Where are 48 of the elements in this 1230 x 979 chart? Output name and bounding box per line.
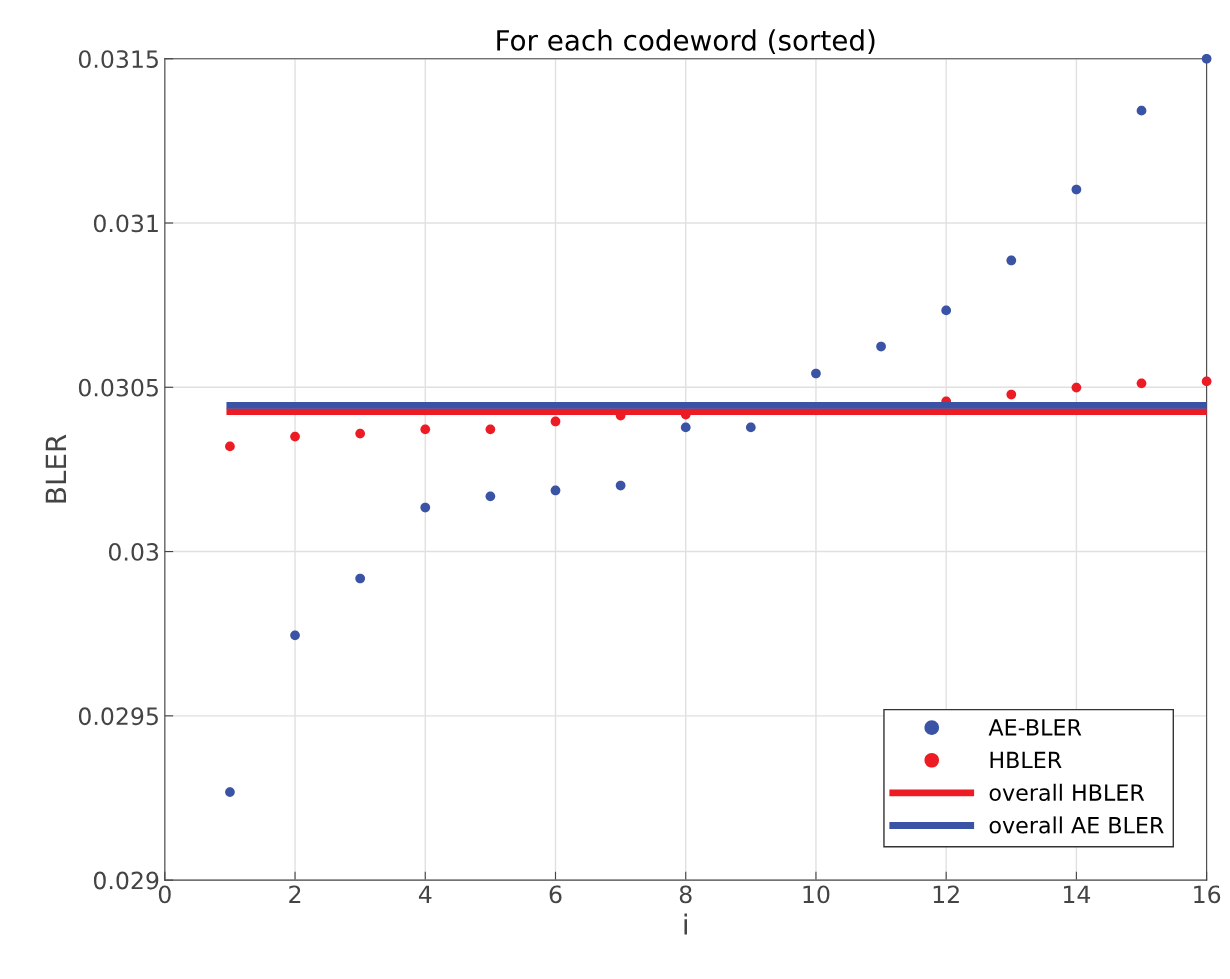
point — [876, 341, 886, 352]
point — [290, 630, 300, 641]
legend-label: overall HBLER — [989, 783, 1145, 801]
point — [1071, 184, 1082, 195]
y-tick-label: 0.031 — [93, 214, 158, 233]
y-tick-label: 0.029 — [93, 871, 159, 890]
x-tick-label: 16 — [1194, 885, 1221, 904]
legend-label: overall AE BLER — [989, 816, 1164, 834]
point — [745, 422, 756, 433]
y-axis-title: BLER — [45, 434, 67, 503]
point — [420, 424, 431, 435]
point — [485, 424, 496, 435]
point — [225, 441, 235, 452]
point — [1071, 382, 1082, 393]
point — [811, 368, 821, 379]
x-tick-label: 2 — [289, 885, 301, 903]
y-tick-label: 0.03 — [108, 543, 159, 561]
y-tick-label: 0.0295 — [78, 707, 158, 726]
point — [420, 502, 431, 513]
point — [485, 491, 496, 502]
point — [941, 305, 952, 316]
x-tick-label: 12 — [933, 885, 959, 903]
x-axis-title: i — [684, 913, 687, 935]
y-tick-label: 0.0305 — [78, 378, 158, 397]
y-tick-label: 0.0315 — [78, 50, 158, 69]
x-tick-label: 0 — [158, 885, 171, 904]
point — [1006, 255, 1017, 266]
x-tick-label: 6 — [549, 885, 562, 904]
x-tick-label: 8 — [679, 885, 692, 904]
x-tick-label: 14 — [1063, 885, 1091, 903]
legend-label: HBLER — [990, 751, 1062, 769]
point — [1201, 376, 1212, 387]
point — [1006, 389, 1017, 400]
x-tick-label: 10 — [803, 885, 830, 904]
point — [1136, 105, 1147, 116]
point — [225, 787, 235, 797]
point — [615, 480, 626, 491]
point — [550, 485, 561, 496]
x-tick-label: 4 — [418, 885, 432, 903]
point — [1201, 53, 1212, 64]
point — [355, 428, 366, 439]
point — [680, 422, 691, 433]
chart-title: For each codeword (sorted) — [497, 29, 875, 55]
point — [1136, 378, 1147, 389]
point — [550, 416, 561, 427]
legend-label: AE-BLER — [988, 719, 1082, 736]
point — [290, 431, 300, 442]
point — [355, 573, 366, 584]
